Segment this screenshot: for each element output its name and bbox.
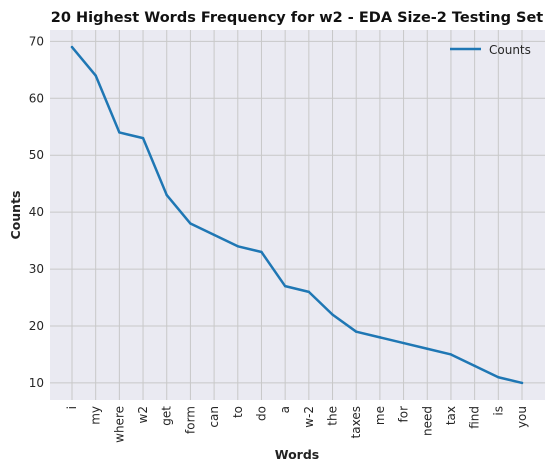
x-tick-label: the <box>326 406 340 426</box>
tick-labels: 10 20 30 40 50 60 70 i my where w2 get form can to do a w… <box>29 34 529 442</box>
data-point <box>355 330 358 333</box>
data-point <box>94 74 97 77</box>
x-tick-label: my <box>89 406 103 425</box>
chart-title: 20 Highest Words Frequency for w2 - EDA … <box>51 10 544 26</box>
y-tick-label: 50 <box>29 148 44 162</box>
y-tick-label: 10 <box>29 376 44 390</box>
x-tick-label: form <box>183 406 197 434</box>
x-axis-label: Words <box>275 447 319 462</box>
x-tick-label: i <box>65 406 79 409</box>
x-tick-label: you <box>515 406 529 428</box>
x-tick-label: find <box>468 406 482 429</box>
series-lines <box>70 45 524 385</box>
x-tick-label: is <box>491 406 505 416</box>
data-point <box>449 353 453 356</box>
data-point <box>378 336 382 339</box>
plot-area <box>50 30 545 400</box>
x-tick-label: need <box>420 406 434 436</box>
x-tick-label: a <box>278 406 292 413</box>
y-tick-label: 60 <box>29 91 44 105</box>
x-tick-label: taxes <box>349 406 363 438</box>
y-tick-label: 20 <box>29 319 44 333</box>
data-point <box>189 222 192 225</box>
data-point <box>331 313 334 316</box>
x-tick-label: do <box>254 406 268 421</box>
y-tick-label: 40 <box>29 205 44 219</box>
x-tick-label: get <box>160 406 174 426</box>
legend-label-counts: Counts <box>489 43 531 57</box>
data-point <box>520 381 524 385</box>
y-axis-label: Counts <box>8 191 23 240</box>
y-tick-label: 70 <box>29 34 44 48</box>
data-point <box>236 245 239 248</box>
data-point <box>118 131 121 134</box>
y-tick-label: 30 <box>29 262 44 276</box>
series-line-counts <box>70 45 524 385</box>
x-tick-label: where <box>112 406 126 443</box>
x-tick-label: to <box>231 406 245 418</box>
data-point <box>473 364 476 368</box>
data-point <box>212 233 216 237</box>
data-point <box>141 136 145 140</box>
x-tick-label: tax <box>444 406 458 425</box>
data-point <box>70 45 74 49</box>
data-point <box>402 341 405 345</box>
data-point <box>307 290 311 294</box>
legend: Counts <box>450 43 531 57</box>
grid-lines <box>50 30 545 400</box>
data-point <box>165 193 168 197</box>
x-tick-label: for <box>397 406 411 423</box>
data-point <box>283 284 287 288</box>
data-point <box>260 250 263 254</box>
x-tick-label: me <box>373 406 387 425</box>
x-tick-label: w-2 <box>302 406 316 428</box>
x-tick-label: w2 <box>136 406 150 423</box>
data-point <box>497 376 500 379</box>
x-tick-label: can <box>207 406 221 428</box>
data-point <box>426 347 429 350</box>
